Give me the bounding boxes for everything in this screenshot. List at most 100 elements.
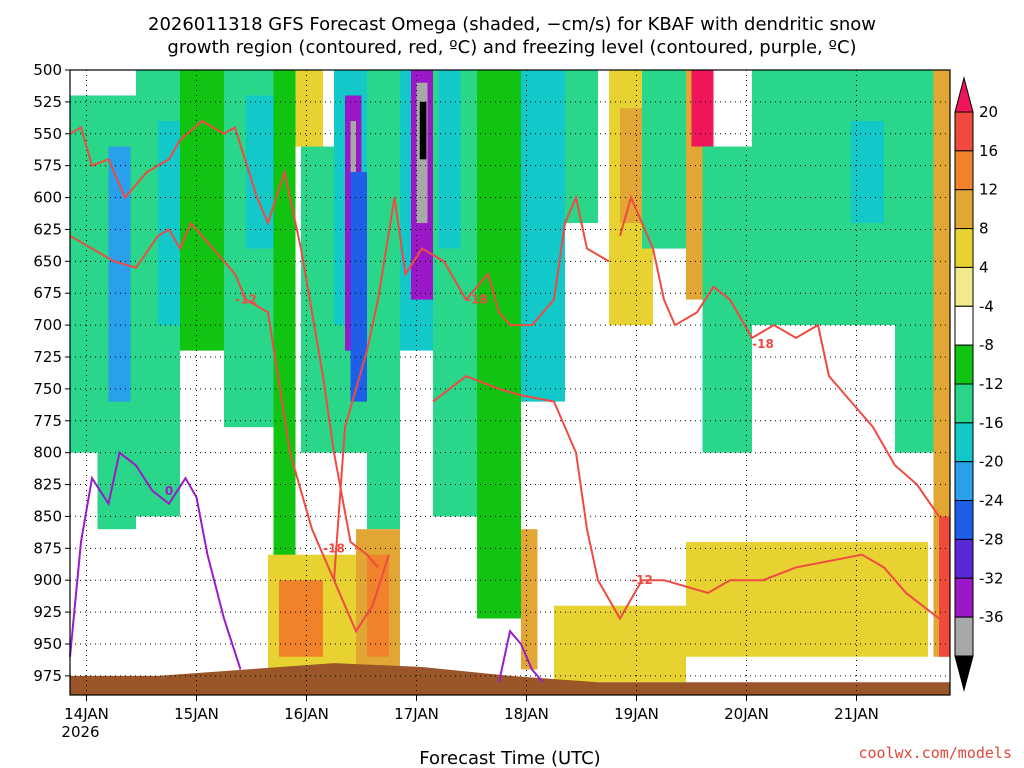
- dgz-contour-line-0: [69, 119, 379, 569]
- y-tick-label-15: 875: [33, 539, 62, 557]
- omega-cell-4: [158, 121, 180, 326]
- omega-cell-41: [686, 541, 928, 657]
- y-tick-label-12: 800: [33, 444, 62, 462]
- y-tick-label-13: 825: [33, 476, 62, 494]
- y-tick-label-1: 525: [33, 93, 62, 111]
- x-tick-label-6: 20JAN: [724, 705, 769, 723]
- freezing-contour-label-0: 0: [165, 484, 173, 498]
- colorbar-label-13: -36: [979, 608, 1004, 626]
- omega-cell-21: [438, 70, 461, 249]
- colorbar-label-5: -4: [979, 297, 994, 315]
- colorbar-label-12: -32: [979, 569, 1004, 587]
- dgz-contour-line-4: [619, 194, 940, 517]
- y-tick-label-17: 925: [33, 603, 62, 621]
- dgz-contour-label-4: -18: [752, 337, 774, 351]
- colorbar-box-4: [954, 266, 974, 307]
- omega-cell-27: [642, 70, 686, 249]
- colorbar-box-13: [954, 616, 974, 657]
- omega-cell-29: [691, 70, 714, 147]
- y-tick-label-7: 675: [33, 284, 62, 302]
- colorbar-label-4: 4: [979, 258, 989, 276]
- omega-shading: [70, 70, 950, 683]
- y-tick-label-16: 900: [33, 571, 62, 589]
- colorbar-box-0: [954, 111, 974, 152]
- omega-cell-2: [108, 146, 131, 402]
- plot-border: [69, 69, 951, 696]
- colorbar-box-6: [954, 344, 974, 385]
- dgz-contour-label-1: -12: [235, 293, 257, 307]
- x-tick-label-5: 19JAN: [614, 705, 659, 723]
- colorbar-label-0: 20: [979, 103, 998, 121]
- colorbar-label-2: 12: [979, 181, 998, 199]
- credit-text[interactable]: coolwx.com/models: [858, 744, 1012, 762]
- colorbar-box-5: [954, 305, 974, 346]
- y-tick-label-10: 750: [33, 380, 62, 398]
- x-tick-label-7: 21JAN: [834, 705, 879, 723]
- freezing-contour-line-0: [69, 450, 242, 670]
- omega-cell-8: [273, 70, 296, 657]
- omega-cell-30: [702, 146, 752, 453]
- x-tick-label-2: 16JAN: [284, 705, 329, 723]
- plot-area: -18 -12 -18 -12 -18 0: [69, 69, 951, 696]
- omega-cell-26: [620, 108, 642, 224]
- colorbar-label-10: -24: [979, 492, 1004, 510]
- colorbar-box-10: [954, 500, 974, 540]
- x-tick-label-3: 17JAN: [394, 705, 439, 723]
- terrain-surface: [70, 663, 950, 695]
- dgz-contour-label-3: -12: [631, 573, 653, 587]
- omega-cell-34: [933, 70, 950, 657]
- colorbar-label-9: -20: [979, 453, 1004, 471]
- colorbar-box-7: [954, 383, 974, 424]
- y-tick-label-2: 550: [33, 125, 62, 143]
- dgz-contour-line-2: [333, 194, 610, 581]
- colorbar: 20 16 12 8 4 -4 -8 -12 -16 -20 -24 -28 -32 -36: [954, 76, 1004, 692]
- colorbar-top-arrow: [954, 76, 974, 113]
- y-tick-label-8: 700: [33, 316, 62, 334]
- y-axis: 500 525 550 575 600 625 650 675 700 725 750 775 800 8…: [33, 61, 70, 685]
- omega-cell-23: [521, 70, 565, 402]
- omega-cell-19: [419, 101, 427, 160]
- colorbar-box-1: [954, 150, 974, 191]
- colorbar-label-11: -28: [979, 530, 1004, 548]
- colorbar-label-3: 8: [979, 220, 989, 238]
- omega-cell-32: [851, 121, 884, 224]
- dgz-contour-line-3: [432, 374, 940, 621]
- omega-cell-22: [477, 70, 521, 619]
- omega-cell-24: [565, 70, 598, 224]
- freezing-level-contours: 0: [69, 450, 544, 683]
- colorbar-label-7: -12: [979, 375, 1004, 393]
- omega-cell-42: [521, 529, 538, 670]
- colorbar-box-9: [954, 461, 974, 502]
- colorbar-label-6: -8: [979, 336, 994, 354]
- omega-cell-0: [70, 95, 98, 453]
- x-axis-title: Forecast Time (UTC): [419, 748, 600, 768]
- x-tick-label-4: 18JAN: [504, 705, 549, 723]
- x-tick-label-1: 15JAN: [174, 705, 219, 723]
- y-tick-label-9: 725: [33, 348, 62, 366]
- omega-cell-35: [939, 516, 950, 657]
- x-tick-sublabel-0: 2026: [61, 723, 99, 741]
- colorbar-box-3: [954, 228, 974, 268]
- y-tick-label-6: 650: [33, 252, 62, 270]
- y-tick-label-14: 850: [33, 507, 62, 525]
- y-tick-label-3: 575: [33, 157, 62, 175]
- dgz-contour-line-1: [69, 221, 390, 634]
- omega-cell-15: [367, 70, 400, 530]
- colorbar-label-8: -16: [979, 414, 1004, 432]
- y-tick-label-11: 775: [33, 412, 62, 430]
- colorbar-box-8: [954, 422, 974, 463]
- chart-title-line-2: growth region (contoured, red, ºC) and f…: [167, 37, 856, 58]
- dgz-contour-label-2: -18: [466, 293, 488, 307]
- y-tick-label-4: 600: [33, 189, 62, 207]
- y-tick-label-0: 500: [33, 61, 62, 79]
- omega-cell-9: [295, 70, 323, 147]
- omega-cell-39: [367, 554, 389, 657]
- dgz-contour-label-0: -18: [323, 541, 345, 555]
- colorbar-box-11: [954, 538, 974, 579]
- chart-title-line-1: 2026011318 GFS Forecast Omega (shaded, −…: [148, 14, 876, 35]
- dendritic-growth-contours: -18 -12 -18 -12 -18: [69, 119, 940, 634]
- omega-cell-33: [895, 70, 939, 453]
- omega-cell-5: [180, 70, 224, 351]
- omega-cell-37: [279, 580, 323, 657]
